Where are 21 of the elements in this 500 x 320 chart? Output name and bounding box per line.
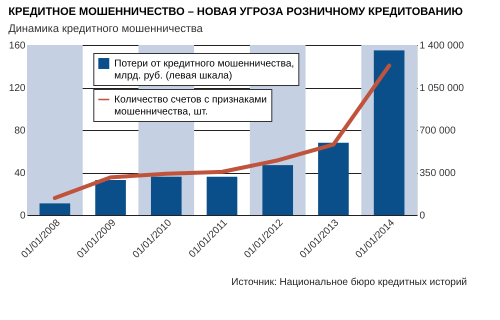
- bar: [262, 165, 294, 215]
- y-tick-label: 0: [20, 210, 26, 222]
- legend-label: Потери от кредитного мошенничества, млрд. руб. (левая шкала): [114, 58, 294, 82]
- bar: [318, 142, 349, 215]
- y-tick-label: 160: [8, 40, 26, 52]
- text: Источник: Национальное бюро кредитных историй: [231, 277, 467, 288]
- bar: [95, 180, 126, 215]
- y2-tick-label: 350 000: [420, 168, 456, 179]
- chart-title: КРЕДИТНОЕ МОШЕННИЧЕСТВО – НОВАЯ УГРОЗА РОЗНИЧНОМУ КРЕДИТОВАНИЮ: [8, 6, 463, 18]
- legend-label: Количество счетов с признаками мошенничества, шт.: [114, 94, 267, 118]
- bar: [40, 203, 70, 215]
- y2-tick-label: 1 400 000: [420, 40, 464, 52]
- y2-tick-label: 0: [420, 210, 426, 222]
- y2-tick-label: 1 050 000: [420, 83, 464, 94]
- bar: [150, 176, 182, 215]
- y-tick-label: 80: [14, 126, 26, 136]
- chart-subtitle: Динамика кредитного мошенничества: [8, 23, 204, 35]
- bar: [206, 176, 238, 215]
- y-tick-label: 40: [14, 168, 26, 179]
- y2-tick-label: 700 000: [420, 126, 456, 136]
- y-tick-label: 120: [8, 83, 26, 94]
